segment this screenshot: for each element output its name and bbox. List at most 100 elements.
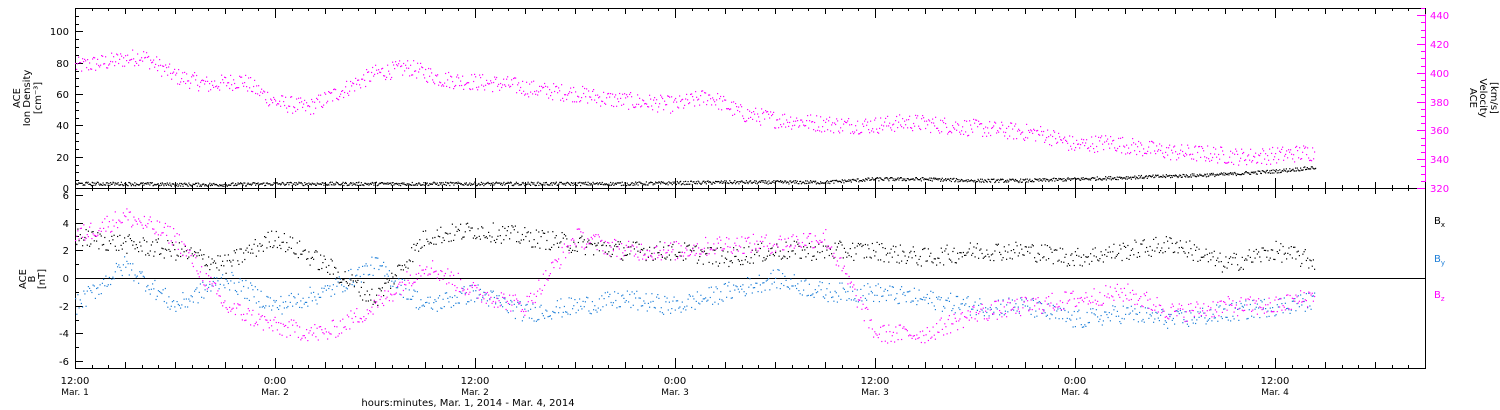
density-point (446, 182, 448, 184)
velocity-point (1089, 150, 1091, 152)
velocity-point (742, 115, 744, 117)
b-point (878, 301, 880, 303)
b-point (766, 279, 768, 281)
velocity-point (356, 83, 358, 85)
velocity-point (190, 82, 192, 84)
density-point (486, 182, 488, 184)
density-point (765, 182, 767, 184)
density-point (805, 180, 807, 182)
velocity-point (963, 133, 965, 135)
velocity-point (635, 106, 637, 108)
velocity-point (1216, 156, 1218, 158)
b-point (418, 250, 420, 252)
velocity-point (735, 103, 737, 105)
b-point (901, 260, 903, 262)
b-point (248, 244, 250, 246)
b-point (523, 239, 525, 241)
density-point (856, 178, 858, 180)
density-point (944, 179, 946, 181)
density-point (559, 181, 561, 183)
velocity-point (1194, 146, 1196, 148)
velocity-point (916, 117, 918, 119)
density-point (817, 182, 819, 184)
b-point (904, 255, 906, 257)
b-point (495, 303, 497, 305)
density-point (200, 185, 202, 187)
density-point (617, 182, 619, 184)
velocity-point (905, 124, 907, 126)
b-point (1206, 253, 1208, 256)
density-point (1105, 176, 1107, 178)
density-point (874, 178, 876, 181)
density-point (930, 179, 932, 181)
velocity-point (227, 82, 229, 84)
b-point (1092, 248, 1094, 250)
b-point (1164, 320, 1166, 322)
velocity-point (1075, 147, 1077, 149)
velocity-point (743, 117, 745, 120)
b-point (427, 240, 429, 243)
b-point (798, 245, 800, 247)
density-point (173, 183, 175, 185)
b-point (129, 263, 131, 265)
velocity-point (844, 120, 846, 122)
b-point (86, 234, 88, 236)
density-point (791, 181, 793, 183)
b-point (1105, 311, 1107, 313)
velocity-point (402, 74, 404, 76)
density-point (576, 184, 578, 187)
velocity-point (372, 66, 374, 69)
b-point (164, 287, 166, 290)
b-point (940, 247, 942, 249)
velocity-point (126, 60, 128, 62)
density-point (382, 182, 384, 184)
velocity-point (1271, 152, 1273, 154)
density-point (531, 182, 533, 184)
velocity-point (612, 93, 614, 95)
b-point (444, 292, 446, 294)
velocity-point (812, 121, 814, 123)
b-point (1112, 251, 1114, 253)
density-point (665, 183, 667, 185)
b-point (906, 260, 908, 262)
velocity-point (486, 79, 488, 81)
velocity-point (140, 59, 142, 61)
velocity-point (1134, 150, 1136, 152)
density-point (649, 182, 651, 184)
b-point (747, 277, 749, 279)
density-point (205, 184, 207, 186)
velocity-point (1301, 158, 1303, 160)
velocity-point (667, 95, 669, 97)
b-point (238, 281, 240, 283)
b-point (92, 284, 94, 286)
b-point (616, 246, 618, 248)
b-point (1192, 259, 1194, 261)
density-point (781, 180, 783, 182)
b-point (441, 307, 443, 310)
density-point (355, 182, 357, 184)
density-point (777, 180, 779, 182)
velocity-point (1049, 144, 1051, 146)
b-point (617, 241, 619, 243)
density-point (1039, 178, 1041, 180)
b-point (346, 288, 348, 290)
velocity-point (768, 113, 770, 115)
b-point (231, 265, 233, 267)
b-point (437, 297, 439, 299)
density-point (1290, 170, 1292, 172)
density-point (221, 185, 223, 187)
b-point (986, 311, 988, 314)
b-point (506, 310, 508, 312)
velocity-point (1149, 141, 1151, 143)
density-ytick-label: 80 (56, 59, 69, 70)
b-point (507, 312, 509, 314)
b-point (420, 299, 422, 301)
velocity-point (472, 88, 474, 90)
velocity-point (115, 61, 117, 63)
b-point (400, 284, 402, 286)
b-point (1044, 244, 1046, 246)
b-point (638, 243, 640, 245)
velocity-point (1218, 153, 1220, 156)
b-point (964, 304, 966, 306)
density-point (422, 184, 424, 186)
